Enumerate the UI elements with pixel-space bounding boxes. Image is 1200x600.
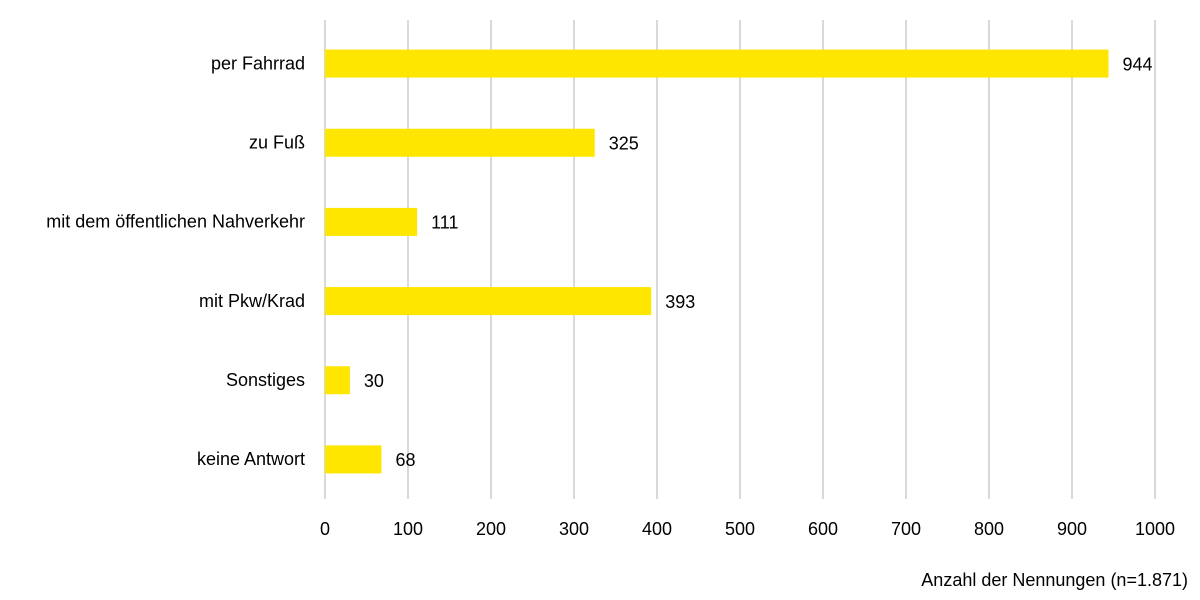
x-tick-label: 200 <box>476 519 506 539</box>
value-label: 30 <box>364 371 384 391</box>
x-tick-label: 300 <box>559 519 589 539</box>
bar <box>325 445 382 474</box>
value-label: 111 <box>431 213 458 233</box>
x-tick-label: 700 <box>891 519 921 539</box>
value-label: 325 <box>609 134 639 154</box>
bar <box>325 207 418 236</box>
value-label: 944 <box>1123 54 1153 74</box>
x-tick-label: 0 <box>320 519 330 539</box>
y-tick-label: mit dem öffentlichen Nahverkehr <box>46 212 305 232</box>
x-tick-label: 500 <box>725 519 755 539</box>
y-tick-label: Sonstiges <box>226 370 305 390</box>
x-tick-label: 400 <box>642 519 672 539</box>
x-tick-label: 900 <box>1057 519 1087 539</box>
bar <box>325 128 595 157</box>
x-axis-label: Anzahl der Nennungen (n=1.871) <box>921 570 1188 590</box>
y-tick-label: mit Pkw/Krad <box>199 291 305 311</box>
x-tick-label: 100 <box>393 519 423 539</box>
y-tick-label: per Fahrrad <box>211 53 305 73</box>
bar <box>325 366 350 395</box>
y-tick-label: zu Fuß <box>249 133 305 153</box>
bar <box>325 49 1109 78</box>
y-tick-label: keine Antwort <box>197 449 305 469</box>
x-tick-label: 800 <box>974 519 1004 539</box>
bar <box>325 287 652 316</box>
value-label: 393 <box>665 292 695 312</box>
x-tick-label: 1000 <box>1135 519 1175 539</box>
x-tick-label: 600 <box>808 519 838 539</box>
value-label: 68 <box>395 450 415 470</box>
